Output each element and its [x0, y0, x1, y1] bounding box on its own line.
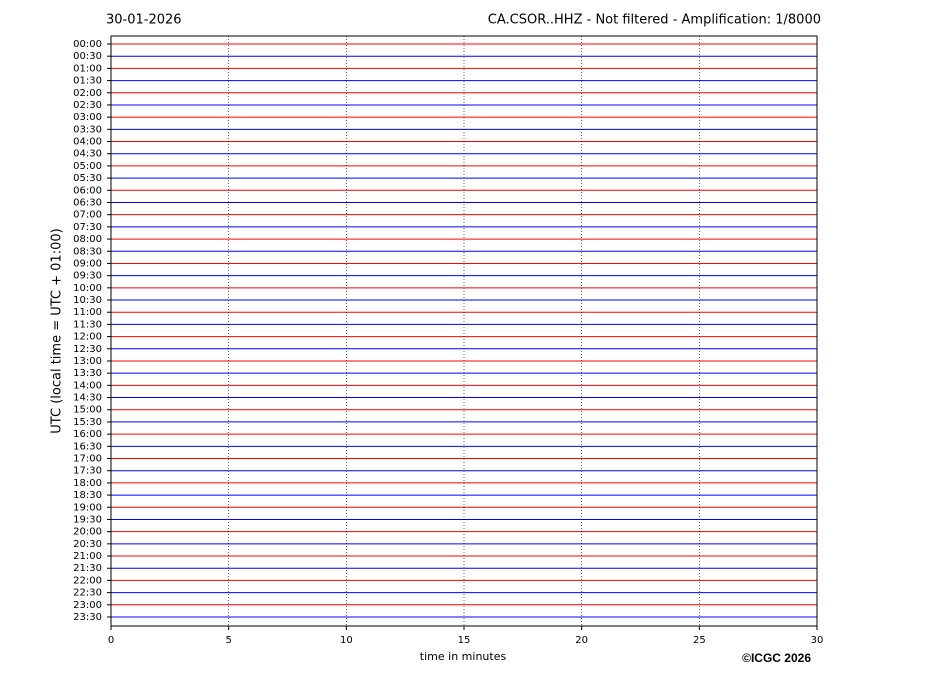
y-tick-label: 18:30 [73, 490, 102, 501]
y-tick-label: 00:30 [73, 51, 102, 62]
y-axis-label: UTC (local time = UTC + 01:00) [50, 228, 65, 433]
credit: ©ICGC 2026 [742, 651, 811, 665]
y-tick-label: 06:00 [73, 185, 102, 196]
y-tick-label: 10:30 [73, 295, 102, 306]
y-tick-label: 11:30 [73, 319, 102, 330]
y-tick-label: 22:00 [73, 575, 102, 586]
y-tick-label: 07:00 [73, 210, 102, 221]
y-tick-label: 02:00 [73, 88, 102, 99]
y-tick-label: 04:00 [73, 137, 102, 148]
x-tick-label: 0 [108, 635, 114, 646]
y-tick-label: 22:30 [73, 588, 102, 599]
y-tick-label: 08:00 [73, 234, 102, 245]
y-tick-label: 19:00 [73, 502, 102, 513]
chart-title: CA.CSOR..HHZ - Not filtered - Amplificat… [488, 13, 821, 28]
y-tick-label: 05:00 [73, 161, 102, 172]
y-tick-label: 09:00 [73, 258, 102, 269]
y-tick-label: 03:30 [73, 124, 102, 135]
y-tick-label: 20:30 [73, 539, 102, 550]
date-title: 30-01-2026 [106, 13, 182, 28]
y-tick-label: 04:30 [73, 149, 102, 160]
y-tick-label: 09:30 [73, 271, 102, 282]
y-tick-label: 15:00 [73, 405, 102, 416]
y-tick-label: 13:00 [73, 356, 102, 367]
x-tick-label: 10 [340, 635, 353, 646]
y-tick-label: 21:30 [73, 563, 102, 574]
y-tick-label: 08:30 [73, 246, 102, 257]
y-tick-label: 23:30 [73, 612, 102, 623]
x-tick-label: 30 [811, 635, 824, 646]
y-tick-label: 14:00 [73, 380, 102, 391]
y-tick-label: 21:00 [73, 551, 102, 562]
y-tick-label: 17:30 [73, 466, 102, 477]
y-tick-label: 18:00 [73, 478, 102, 489]
y-tick-label: 20:00 [73, 527, 102, 538]
y-tick-label: 00:00 [73, 39, 102, 50]
x-axis-label: time in minutes [420, 650, 507, 663]
y-tick-label: 14:30 [73, 393, 102, 404]
y-tick-label: 05:30 [73, 173, 102, 184]
x-tick-label: 15 [458, 635, 471, 646]
y-tick-label: 23:00 [73, 600, 102, 611]
x-tick-label: 5 [225, 635, 231, 646]
y-tick-label: 16:30 [73, 441, 102, 452]
x-tick-label: 25 [693, 635, 706, 646]
y-tick-label: 12:00 [73, 332, 102, 343]
y-tick-label: 06:30 [73, 197, 102, 208]
y-tick-label: 01:30 [73, 76, 102, 87]
y-tick-label: 19:30 [73, 514, 102, 525]
y-tick-label: 13:30 [73, 368, 102, 379]
y-tick-label: 02:30 [73, 100, 102, 111]
y-tick-label: 12:30 [73, 344, 102, 355]
y-tick-label: 16:00 [73, 429, 102, 440]
y-tick-label: 07:30 [73, 222, 102, 233]
y-tick-label: 01:00 [73, 63, 102, 74]
x-tick-label: 20 [575, 635, 588, 646]
y-tick-label: 10:00 [73, 283, 102, 294]
y-tick-label: 17:00 [73, 454, 102, 465]
y-tick-label: 11:00 [73, 307, 102, 318]
plot-frame [110, 35, 818, 627]
y-tick-label: 15:30 [73, 417, 102, 428]
y-tick-label: 03:00 [73, 112, 102, 123]
